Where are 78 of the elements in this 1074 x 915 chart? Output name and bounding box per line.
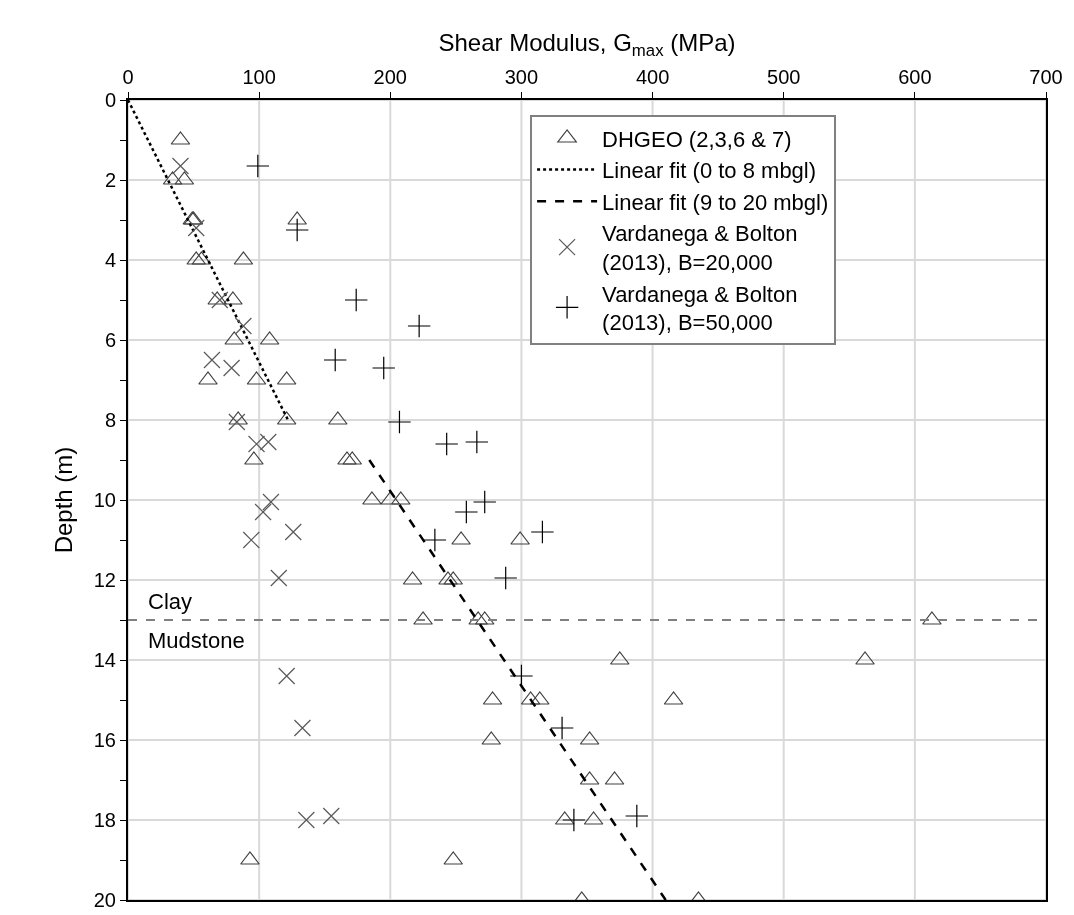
point bbox=[493, 566, 518, 590]
point bbox=[187, 219, 205, 237]
point bbox=[203, 351, 221, 369]
point bbox=[246, 154, 270, 178]
point bbox=[509, 664, 534, 688]
point bbox=[223, 291, 243, 305]
point bbox=[198, 371, 218, 385]
point bbox=[211, 291, 229, 309]
point bbox=[262, 493, 280, 511]
y-tick-label: 8 bbox=[104, 409, 116, 431]
point bbox=[413, 611, 433, 625]
y-tick-label: 18 bbox=[93, 809, 116, 831]
point bbox=[223, 359, 241, 377]
point bbox=[472, 490, 497, 514]
point bbox=[465, 430, 489, 454]
x-tick-label: 400 bbox=[635, 66, 670, 88]
annotation: Mudstone bbox=[148, 628, 245, 653]
y-tick-label: 14 bbox=[93, 649, 116, 671]
y-tick-label: 20 bbox=[93, 889, 116, 911]
point bbox=[468, 611, 488, 625]
x-tick-label: 100 bbox=[242, 66, 276, 88]
point bbox=[244, 451, 264, 465]
point bbox=[297, 811, 315, 829]
point bbox=[434, 432, 459, 456]
point bbox=[922, 611, 942, 625]
legend-label: DHGEO (2,3,6 & 7) bbox=[602, 126, 792, 152]
point bbox=[270, 569, 288, 587]
y-axis-title: Depth (m) bbox=[50, 446, 78, 554]
point bbox=[451, 531, 471, 545]
point bbox=[259, 433, 277, 451]
y-tick-label: 12 bbox=[93, 569, 116, 591]
point bbox=[550, 716, 574, 740]
point bbox=[171, 157, 190, 175]
point bbox=[625, 804, 649, 828]
point bbox=[407, 314, 431, 338]
x-tick-label: 200 bbox=[373, 66, 407, 88]
point bbox=[510, 531, 530, 545]
y-tick-label: 16 bbox=[93, 729, 116, 751]
legend-label: Linear fit (9 to 20 mbgl) bbox=[602, 189, 829, 215]
x-tick-label: 500 bbox=[767, 66, 801, 88]
y-tick-label: 2 bbox=[104, 169, 116, 191]
point bbox=[423, 528, 447, 552]
point bbox=[254, 503, 272, 521]
legend-label: Linear fit (0 to 8 mbgl) bbox=[602, 158, 817, 184]
point bbox=[322, 807, 340, 825]
point bbox=[293, 719, 312, 737]
point bbox=[278, 667, 296, 685]
x-tick-label: 600 bbox=[898, 66, 932, 88]
x-tick-label: 300 bbox=[504, 66, 539, 88]
point bbox=[242, 531, 260, 549]
y-tick-label: 4 bbox=[104, 249, 116, 271]
y-tick-label: 0 bbox=[104, 89, 116, 111]
y-tick-label: 6 bbox=[104, 329, 116, 351]
point bbox=[323, 348, 348, 372]
legend-label: Vardanega & Bolton (2013), B=20,000 bbox=[602, 221, 798, 275]
point bbox=[234, 317, 253, 335]
legend-label: Vardanega & Bolton (2013), B=50,000 bbox=[602, 281, 798, 336]
annotation: Clay bbox=[148, 589, 193, 614]
y-tick-label: 10 bbox=[93, 489, 116, 511]
point bbox=[284, 523, 302, 541]
x-tick-label: 700 bbox=[1029, 66, 1063, 88]
point bbox=[285, 218, 309, 242]
point bbox=[362, 491, 382, 505]
x-tick-label: 0 bbox=[122, 66, 134, 88]
point bbox=[228, 411, 248, 425]
point bbox=[240, 851, 260, 865]
x-axis-title: Shear Modulus, G$_{max}$ (MPa) bbox=[438, 28, 736, 60]
point bbox=[454, 500, 479, 524]
point bbox=[344, 288, 368, 312]
point bbox=[438, 571, 458, 585]
point bbox=[530, 520, 555, 544]
point bbox=[337, 451, 357, 465]
point bbox=[562, 808, 586, 832]
point bbox=[247, 435, 266, 453]
point bbox=[228, 413, 246, 431]
point bbox=[855, 651, 875, 665]
point bbox=[387, 410, 412, 434]
point bbox=[371, 356, 396, 380]
